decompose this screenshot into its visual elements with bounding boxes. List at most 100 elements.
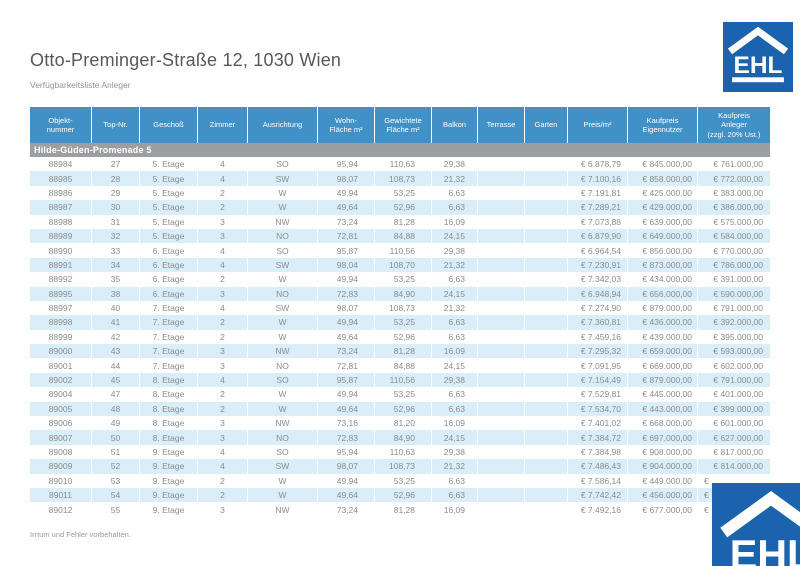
table-cell: 8. Etage bbox=[140, 416, 198, 431]
table-cell: 73,16 bbox=[318, 416, 375, 431]
table-cell: 52,96 bbox=[375, 487, 432, 503]
ehl-logo-top: EHL bbox=[723, 22, 793, 92]
table-cell: 27 bbox=[92, 157, 140, 172]
table-cell bbox=[478, 416, 525, 431]
table-cell: 2 bbox=[198, 401, 248, 417]
logo-underline bbox=[732, 77, 784, 83]
table-cell: 89009 bbox=[30, 459, 92, 474]
table-cell bbox=[478, 430, 525, 445]
table-cell: 2 bbox=[198, 487, 248, 503]
table-cell: 89001 bbox=[30, 358, 92, 373]
table-cell: 2 bbox=[198, 185, 248, 201]
table-cell: € 7.401,02 bbox=[568, 416, 628, 431]
table-cell: W bbox=[248, 473, 318, 488]
table-row: 89007 50 8. Etage 3 NO 72,83 84,90 24,15 € 7.384… bbox=[30, 430, 770, 445]
table-cell: 3 bbox=[198, 344, 248, 359]
table-cell bbox=[525, 444, 568, 460]
table-cell: € 845.000,00 bbox=[628, 157, 698, 172]
table-cell: W bbox=[248, 329, 318, 345]
table-cell: 34 bbox=[92, 257, 140, 273]
table-cell: 6. Etage bbox=[140, 272, 198, 287]
table-header-cell: Ausrichtung bbox=[248, 107, 318, 143]
table-cell bbox=[525, 257, 568, 273]
table-header-cell: Top-Nr. bbox=[92, 107, 140, 143]
table-cell: 51 bbox=[92, 444, 140, 460]
table-cell: 6,63 bbox=[432, 272, 478, 287]
table-cell: € 908.000,00 bbox=[628, 444, 698, 460]
table-cell: NO bbox=[248, 286, 318, 301]
table-cell bbox=[525, 315, 568, 330]
table-cell: 84,88 bbox=[375, 358, 432, 373]
house-roof-icon bbox=[720, 491, 800, 538]
table-cell: € 7.534,70 bbox=[568, 401, 628, 417]
table-cell: 72,83 bbox=[318, 430, 375, 445]
table-cell: W bbox=[248, 401, 318, 417]
table-cell: 4 bbox=[198, 257, 248, 273]
table-cell: € 593.000,00 bbox=[713, 346, 763, 357]
table-cell: W bbox=[248, 200, 318, 215]
table-cell: 5. Etage bbox=[140, 157, 198, 172]
table-row: 88986 29 5. Etage 2 W 49,94 53,25 6,63 € 7.191,8… bbox=[30, 185, 770, 201]
table-cell bbox=[525, 329, 568, 345]
table-cell: 50 bbox=[92, 430, 140, 445]
table-cell: NW bbox=[248, 416, 318, 431]
table-row: 88989 32 5. Etage 3 NO 72,81 84,88 24,15 € 6.879… bbox=[30, 228, 770, 244]
table-cell: 52,96 bbox=[375, 329, 432, 345]
table-cell: SO bbox=[248, 444, 318, 460]
table-cell: 49,94 bbox=[318, 185, 375, 201]
table-cell bbox=[525, 157, 568, 172]
table-cell bbox=[478, 171, 525, 186]
table-cell: 5. Etage bbox=[140, 228, 198, 244]
table-header-cell: Objekt- nummer bbox=[30, 107, 92, 143]
table-cell: 73,24 bbox=[318, 344, 375, 359]
table-row: 88999 42 7. Etage 2 W 49,64 52,96 6,63 € 7.459,1… bbox=[30, 329, 770, 345]
table-cell: € 386.000,00 bbox=[713, 202, 763, 213]
table-cell bbox=[478, 372, 525, 388]
table-cell: 6,63 bbox=[432, 200, 478, 215]
table-cell: € 6.879,90 bbox=[568, 228, 628, 244]
table-header-cell: Preis/m² bbox=[568, 107, 628, 143]
table-row: 89011 54 9. Etage 2 W 49,64 52,96 6,63 € 7.742,4… bbox=[30, 487, 770, 503]
table-cell: NO bbox=[248, 430, 318, 445]
table-cell: 4 bbox=[198, 157, 248, 172]
table-cell: 52 bbox=[92, 459, 140, 474]
table-cell: W bbox=[248, 185, 318, 201]
table-cell bbox=[478, 228, 525, 244]
table-cell: 49,94 bbox=[318, 272, 375, 287]
table-cell: 16,09 bbox=[432, 502, 478, 517]
table-cell: 89005 bbox=[30, 401, 92, 417]
table-header-row: Objekt- nummer Top-Nr. Geschoß Zimmer Ausric… bbox=[30, 107, 770, 143]
table-header-cell: Zimmer bbox=[198, 107, 248, 143]
table-cell: € bbox=[704, 504, 709, 515]
table-cell: 108,73 bbox=[375, 459, 432, 474]
logo-text: EHL bbox=[730, 532, 800, 566]
table-cell bbox=[478, 257, 525, 273]
table-cell: 53,25 bbox=[375, 185, 432, 201]
table-cell: 29,38 bbox=[432, 157, 478, 172]
table-cell: 88990 bbox=[30, 243, 92, 258]
table-header-cell: Kaufpreis Anleger (zzgl. 20% Ust.) bbox=[698, 107, 770, 143]
table-cell: 72,83 bbox=[318, 286, 375, 301]
table-row: 89010 53 9. Etage 2 W 49,94 53,25 6,63 € 7.586,1… bbox=[30, 473, 770, 488]
table-cell: 2 bbox=[198, 315, 248, 330]
table-cell: 6,63 bbox=[432, 387, 478, 402]
house-roof-icon bbox=[727, 26, 789, 55]
table-cell: NO bbox=[248, 228, 318, 244]
table-cell: 3 bbox=[198, 214, 248, 229]
table-cell: 88987 bbox=[30, 200, 92, 215]
table-cell: € 7.384,72 bbox=[568, 430, 628, 445]
table-body: 88984 27 5. Etage 4 SO 95,94 110,63 29,38 € 6.87… bbox=[30, 157, 770, 517]
table-cell: 49,64 bbox=[318, 329, 375, 345]
table-cell: € 7.529,81 bbox=[568, 387, 628, 402]
table-cell: 7. Etage bbox=[140, 344, 198, 359]
table-cell: € 668.000,00 bbox=[628, 416, 698, 431]
table-cell: 24,15 bbox=[432, 228, 478, 244]
ehl-logo-bottom: EHL bbox=[712, 483, 800, 566]
table-cell bbox=[525, 171, 568, 186]
table-cell: 9. Etage bbox=[140, 487, 198, 503]
table-cell: 8. Etage bbox=[140, 372, 198, 388]
table-cell: € 443.000,00 bbox=[628, 401, 698, 417]
table-cell: € 649.000,00 bbox=[628, 228, 698, 244]
table-cell: 53,25 bbox=[375, 272, 432, 287]
table-cell: 6,63 bbox=[432, 487, 478, 503]
